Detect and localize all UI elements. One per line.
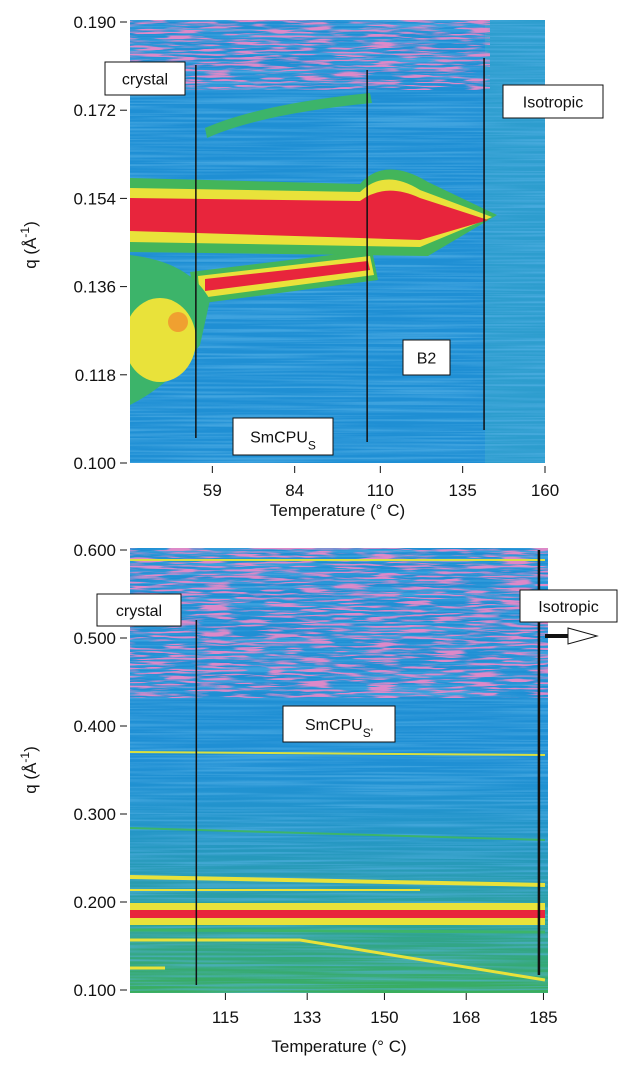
y-tick-label: 0.154 xyxy=(73,189,116,208)
y-axis-title-sup: -1 xyxy=(18,227,32,238)
y-tick-label: 0.500 xyxy=(73,629,116,648)
annotation-main: Isotropic xyxy=(538,599,598,616)
annotation: B2 xyxy=(402,339,451,376)
x-tick-label: 133 xyxy=(293,1008,321,1027)
annotation: Isotropic xyxy=(502,84,604,119)
annotation-text: SmCPUS xyxy=(250,430,316,453)
x-tick-label: 185 xyxy=(529,1008,557,1027)
y-tick-label: 0.190 xyxy=(73,13,116,32)
annotation-text: B2 xyxy=(417,351,437,368)
y-axis-title-main: q (Å xyxy=(21,762,40,794)
arrow-head xyxy=(567,627,599,645)
annotation-text: crystal xyxy=(122,72,168,89)
y-tick-label: 0.172 xyxy=(73,101,116,120)
annotation-box xyxy=(402,339,451,376)
y-tick-label: 0.118 xyxy=(75,366,116,385)
x-tick-label: 168 xyxy=(452,1008,480,1027)
x-tick-label: 150 xyxy=(370,1008,398,1027)
y-tick-label: 0.300 xyxy=(73,805,116,824)
x-axis-title: Temperature (° C) xyxy=(271,1037,406,1056)
y-axis-title: q (Å-1) xyxy=(18,746,40,794)
annotation: crystal xyxy=(96,593,182,627)
annotation-box xyxy=(282,705,396,743)
annotation-main: SmCPU xyxy=(305,717,363,734)
heatmap-bottom xyxy=(130,548,548,993)
y-tick-label: 0.100 xyxy=(73,454,116,473)
x-tick-label: 59 xyxy=(203,481,222,500)
y-tick-label: 0.600 xyxy=(73,541,116,560)
annotation: crystal xyxy=(104,61,186,96)
annotation-box xyxy=(104,61,186,96)
y-axis-title-end: ) xyxy=(21,746,40,752)
annotation-text: crystal xyxy=(116,603,162,620)
y-tick-label: 0.100 xyxy=(73,981,116,1000)
x-axis-title: Temperature (° C) xyxy=(270,501,405,520)
annotation-main: crystal xyxy=(116,603,162,620)
annotation: SmCPUS' xyxy=(282,705,396,743)
y-axis-title: q (Å-1) xyxy=(18,221,40,269)
annotation-text: Isotropic xyxy=(538,599,598,616)
annotation-main: SmCPU xyxy=(250,430,308,447)
annotation-text: Isotropic xyxy=(523,95,583,112)
y-tick-label: 0.200 xyxy=(73,893,116,912)
annotation-main: crystal xyxy=(122,72,168,89)
x-tick-label: 135 xyxy=(448,481,476,500)
y-axis-title-main: q (Å xyxy=(21,237,40,269)
annotation-box xyxy=(502,84,604,119)
y-axis-title-end: ) xyxy=(21,221,40,227)
x-tick-label: 160 xyxy=(531,481,559,500)
heatmap-top xyxy=(130,20,545,463)
annotation: Isotropic xyxy=(519,589,618,623)
y-tick-label: 0.400 xyxy=(73,717,116,736)
x-tick-label: 110 xyxy=(367,481,394,500)
annotation-box xyxy=(96,593,182,627)
annotation-box xyxy=(232,417,334,456)
annotation: SmCPUS xyxy=(232,417,334,456)
annotation-sub: S xyxy=(308,439,316,453)
y-axis-title-sup: -1 xyxy=(18,752,32,763)
annotation-main: Isotropic xyxy=(523,95,583,112)
y-tick-label: 0.136 xyxy=(73,278,116,297)
annotation-main: B2 xyxy=(417,351,437,368)
x-tick-label: 84 xyxy=(285,481,304,500)
annotation-text: SmCPUS' xyxy=(305,717,373,740)
annotation-box xyxy=(519,589,618,623)
x-tick-label: 115 xyxy=(212,1008,239,1027)
annotation-sub: S' xyxy=(363,726,373,740)
